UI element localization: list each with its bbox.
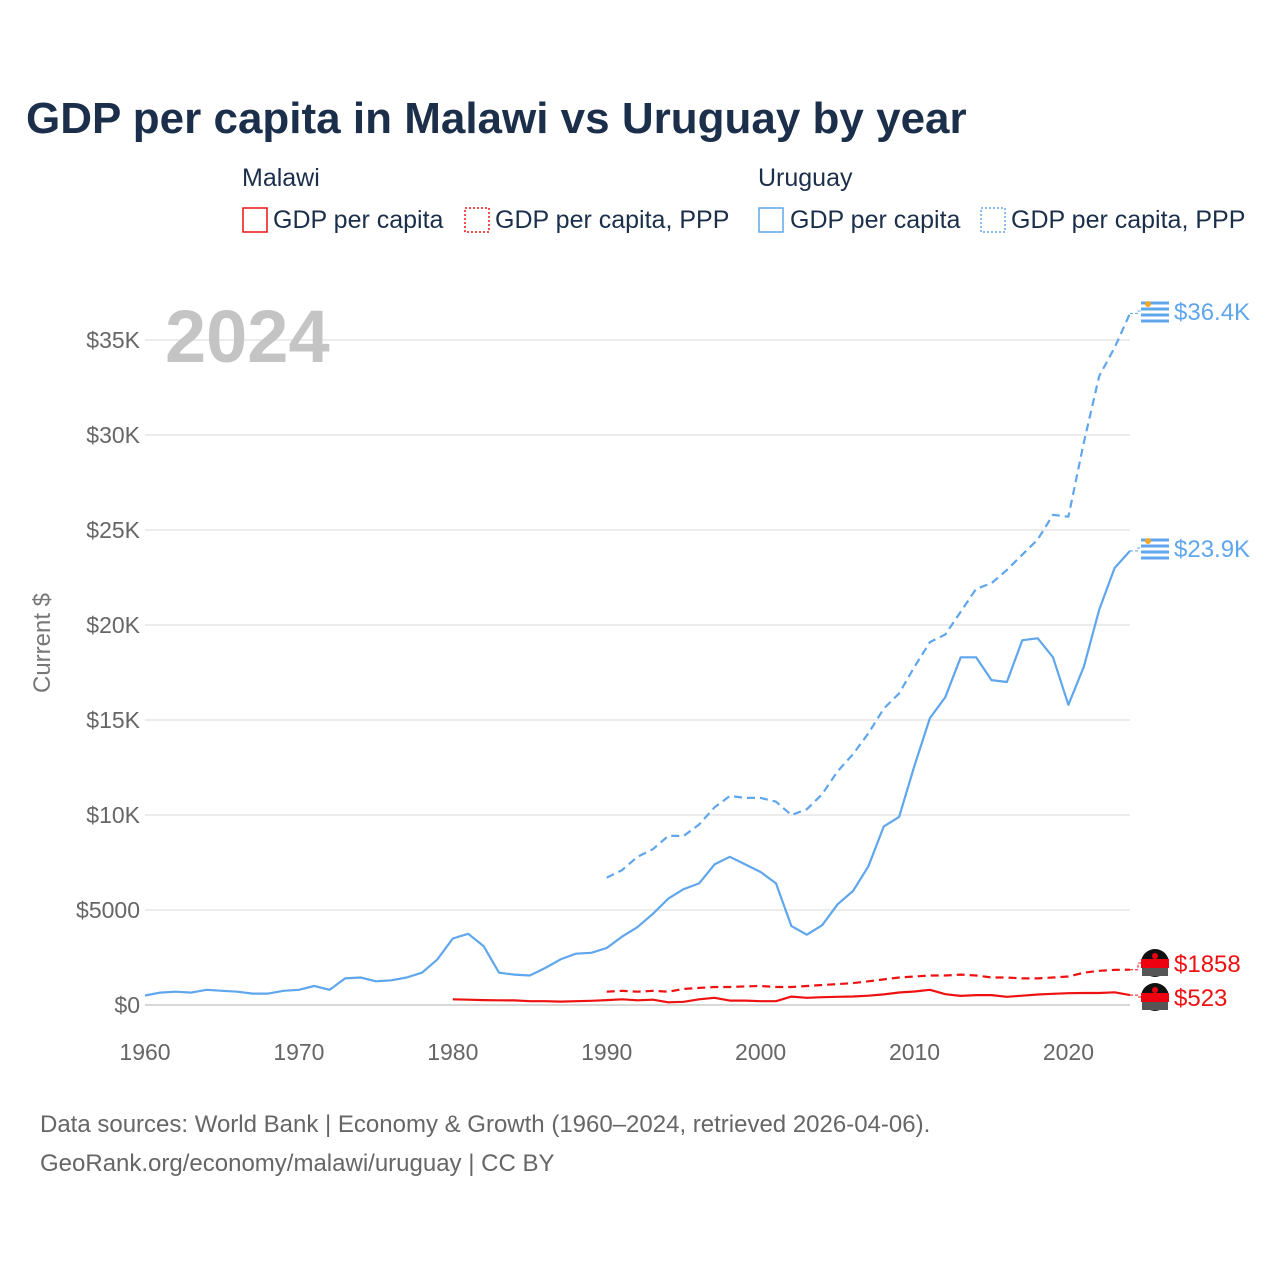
- y-tick-label: $30K: [86, 422, 140, 448]
- legend-swatch-uruguay-ppp: [980, 207, 1006, 233]
- y-tick-label: $5000: [76, 897, 140, 923]
- legend-item-uruguay-gdp[interactable]: GDP per capita: [790, 206, 961, 234]
- grid: [145, 339, 1130, 1006]
- x-tick-label: 1960: [119, 1039, 170, 1065]
- x-axis: 1960 1970 1980 1990 2000 2010 2020: [119, 1039, 1094, 1065]
- uruguay-flag-icon: [1141, 534, 1169, 562]
- series-line-1: [144, 550, 1131, 997]
- legend-swatch-uruguay-gdp: [758, 207, 784, 233]
- series-line-2: [606, 968, 1131, 993]
- y-tick-label: $10K: [86, 802, 140, 828]
- chart-title: GDP per capita in Malawi vs Uruguay by y…: [26, 94, 967, 143]
- y-tick-label: $35K: [86, 327, 140, 353]
- x-tick-label: 1980: [427, 1039, 478, 1065]
- series-line-3: [452, 988, 1131, 1004]
- y-tick-label: $25K: [86, 517, 140, 543]
- legend-item-malawi-ppp[interactable]: GDP per capita, PPP: [495, 206, 729, 234]
- legend-swatch-malawi-ppp: [464, 207, 490, 233]
- y-axis-label: Current $: [29, 593, 56, 693]
- legend-group-malawi: Malawi: [242, 164, 320, 192]
- y-tick-label: $20K: [86, 612, 140, 638]
- end-value-label: $36.4K: [1174, 299, 1250, 326]
- end-labels: $36.4K $23.9K $1858 $523: [1130, 297, 1250, 1012]
- y-tick-label: $0: [114, 992, 140, 1018]
- series-line-0: [606, 312, 1132, 879]
- end-value-label: $23.9K: [1174, 536, 1250, 563]
- x-tick-label: 2020: [1043, 1039, 1094, 1065]
- legend-item-malawi-gdp[interactable]: GDP per capita: [273, 206, 444, 234]
- legend-group-uruguay: Uruguay: [758, 164, 853, 192]
- source-line-1: Data sources: World Bank | Economy & Gro…: [40, 1111, 930, 1138]
- malawi-flag-icon: [1141, 949, 1169, 977]
- legend-swatch-malawi-gdp: [242, 207, 268, 233]
- uruguay-flag-icon: [1141, 297, 1169, 325]
- series: [144, 312, 1132, 1004]
- year-label: 2024: [165, 295, 330, 378]
- y-axis: $0 $5000 $10K $15K $20K $25K $30K $35K: [76, 327, 141, 1018]
- end-value-label: $523: [1174, 985, 1227, 1012]
- end-value-label: $1858: [1174, 951, 1241, 978]
- x-tick-label: 1990: [581, 1039, 632, 1065]
- x-tick-label: 1970: [273, 1039, 324, 1065]
- malawi-flag-icon: [1141, 983, 1169, 1011]
- legend-item-uruguay-ppp[interactable]: GDP per capita, PPP: [1011, 206, 1245, 234]
- x-tick-label: 2010: [889, 1039, 940, 1065]
- source-line-2[interactable]: GeoRank.org/economy/malawi/uruguay | CC …: [40, 1150, 554, 1177]
- x-tick-label: 2000: [735, 1039, 786, 1065]
- y-tick-label: $15K: [86, 707, 140, 733]
- legend: Malawi GDP per capita GDP per capita, PP…: [242, 164, 1245, 234]
